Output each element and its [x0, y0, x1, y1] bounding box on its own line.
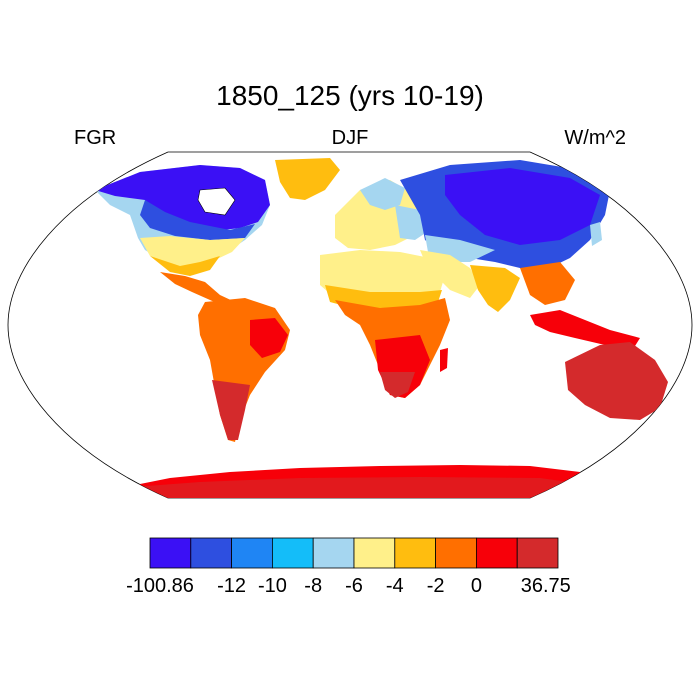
canada-region	[95, 165, 270, 230]
colorbar-swatch	[312, 537, 355, 569]
colorbar-tick-label: 36.75	[520, 575, 571, 597]
southeast-asia-region	[520, 262, 575, 305]
colorbar-swatch	[149, 537, 192, 569]
south-asia-region	[470, 265, 520, 312]
colorbar-tick-label: -4	[385, 575, 404, 597]
africa-tip-region	[380, 372, 415, 398]
africa-north-region	[320, 250, 445, 300]
antarctica-edge-region	[110, 477, 600, 498]
plot-title: 1850_125 (yrs 10-19)	[216, 80, 484, 111]
middle-east-region	[420, 250, 480, 298]
colorbar-tick-label: 0	[470, 575, 482, 597]
scandinavia-region	[360, 178, 405, 210]
colorbar-swatch	[271, 537, 314, 569]
madagascar	[440, 348, 448, 372]
colorbar-tick-label: -2	[426, 575, 445, 597]
colorbar-tick-label: -8	[304, 575, 323, 597]
colorbar-swatch	[435, 537, 477, 569]
colorbar-swatch	[516, 537, 559, 569]
colorbar-tick-label: -10	[257, 575, 287, 597]
south-america-south-region	[212, 380, 250, 440]
japan-region	[590, 222, 602, 246]
indonesia-region	[530, 310, 640, 346]
usa-south-region	[150, 256, 220, 276]
hudson-bay	[197, 187, 236, 216]
colorbar-swatch	[190, 537, 233, 569]
variable-label: FGR	[74, 127, 117, 149]
colorbar-swatch	[394, 537, 436, 569]
colorbar-tick-label: -6	[345, 575, 363, 597]
units-label: W/m^2	[564, 127, 626, 149]
colorbar-tick-label: -100.86	[126, 575, 194, 597]
central-america-region	[160, 272, 235, 308]
australia-region	[565, 342, 668, 420]
colorbar-swatch	[475, 537, 518, 569]
south-america-east-region	[250, 318, 288, 358]
siberia-region	[445, 168, 600, 245]
greenland-region	[275, 158, 340, 200]
colorbar-tick-label: -12	[217, 575, 247, 597]
colorbar-swatch	[231, 537, 273, 569]
canada-south-region	[140, 200, 255, 240]
colorbar-swatch	[353, 537, 396, 569]
season-label: DJF	[331, 127, 369, 149]
